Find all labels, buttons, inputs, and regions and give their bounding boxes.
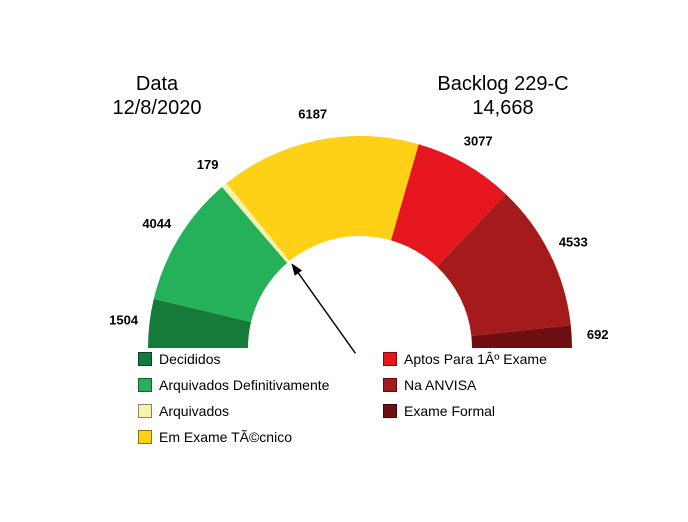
segment-value-label-aptos-para-1-exame: 3077: [464, 133, 493, 148]
gauge-segment-decididos: [147, 298, 252, 348]
segment-value-label-decididos: 1504: [109, 312, 139, 327]
gauge-segment-exame-formal: [471, 325, 572, 348]
gauge-segment-arquivados-definitivamente: [153, 187, 288, 323]
legend-label: Exame Formal: [404, 403, 496, 419]
legend-swatch-arquivados: [138, 404, 152, 418]
legend-item-em-exame-t-cnico: Em Exame TÃ©cnico: [138, 424, 329, 450]
legend-label: Arquivados: [159, 403, 230, 419]
legend-item-exame-formal: Exame Formal: [383, 398, 547, 424]
annotation-arrow-head: [291, 263, 302, 276]
backlog-title: Backlog 229-C: [437, 73, 569, 95]
legend-label: Arquivados Definitivamente: [159, 377, 330, 393]
legend-right-column: Aptos Para 1Âº Exame Na ANVISA Exame Forma…: [383, 346, 547, 424]
segment-value-label-arquivados-definitivamente: 4044: [142, 216, 172, 231]
legend-swatch-decididos: [138, 352, 152, 366]
legend-left-column: Decididos Arquivados Definitivamente Arqui…: [138, 346, 329, 450]
segment-value-label-arquivados: 179: [197, 157, 219, 172]
segment-value-label-exame-formal: 692: [587, 327, 609, 342]
legend-label: Aptos Para 1Âº Exame: [404, 351, 547, 367]
gauge-segment-aptos-para-1-exame: [391, 144, 506, 267]
legend-label: Na ANVISA: [404, 377, 477, 393]
legend-swatch-aptos-para-1-exame: [383, 352, 397, 366]
legend-item-decididos: Decididos: [138, 346, 329, 372]
legend-swatch-arquivados-definitivamente: [138, 378, 152, 392]
date-title-block: Data 12/8/2020: [52, 72, 262, 120]
gauge-segment-na-anvisa: [437, 194, 571, 336]
legend-label: Decididos: [159, 351, 221, 367]
gauge-segment-arquivados: [222, 183, 290, 263]
date-title: Data: [135, 73, 179, 95]
segment-value-label-em-exame-t-cnico: 6187: [298, 107, 327, 122]
backlog-title-block: Backlog 229-C 14,668: [398, 72, 608, 120]
legend-swatch-exame-formal: [383, 404, 397, 418]
legend-item-aptos-para-1-exame: Aptos Para 1Âº Exame: [383, 346, 547, 372]
legend-swatch-em-exame-t-cnico: [138, 430, 152, 444]
legend-item-arquivados: Arquivados: [138, 398, 329, 424]
date-value: 12/8/2020: [112, 97, 202, 119]
legend-swatch-na-anvisa: [383, 378, 397, 392]
legend-label: Em Exame TÃ©cnico: [159, 429, 292, 445]
gauge-segment-em-exame-t-cnico: [226, 135, 419, 261]
backlog-total: 14,668: [472, 97, 534, 119]
annotation-arrow-line: [294, 267, 356, 354]
legend-item-arquivados-definitivamente: Arquivados Definitivamente: [138, 372, 329, 398]
legend-item-na-anvisa: Na ANVISA: [383, 372, 547, 398]
segment-value-label-na-anvisa: 4533: [559, 234, 588, 249]
